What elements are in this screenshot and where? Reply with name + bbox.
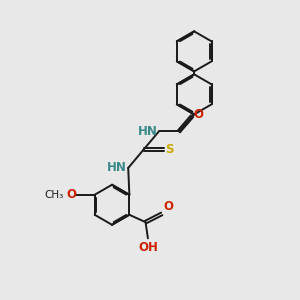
Text: CH₃: CH₃ [45,190,64,200]
Text: OH: OH [138,241,158,254]
Text: HN: HN [137,125,158,138]
Text: O: O [163,200,173,213]
Text: HN: HN [107,161,127,175]
Text: O: O [66,188,76,201]
Text: O: O [193,108,203,121]
Text: S: S [166,143,174,156]
